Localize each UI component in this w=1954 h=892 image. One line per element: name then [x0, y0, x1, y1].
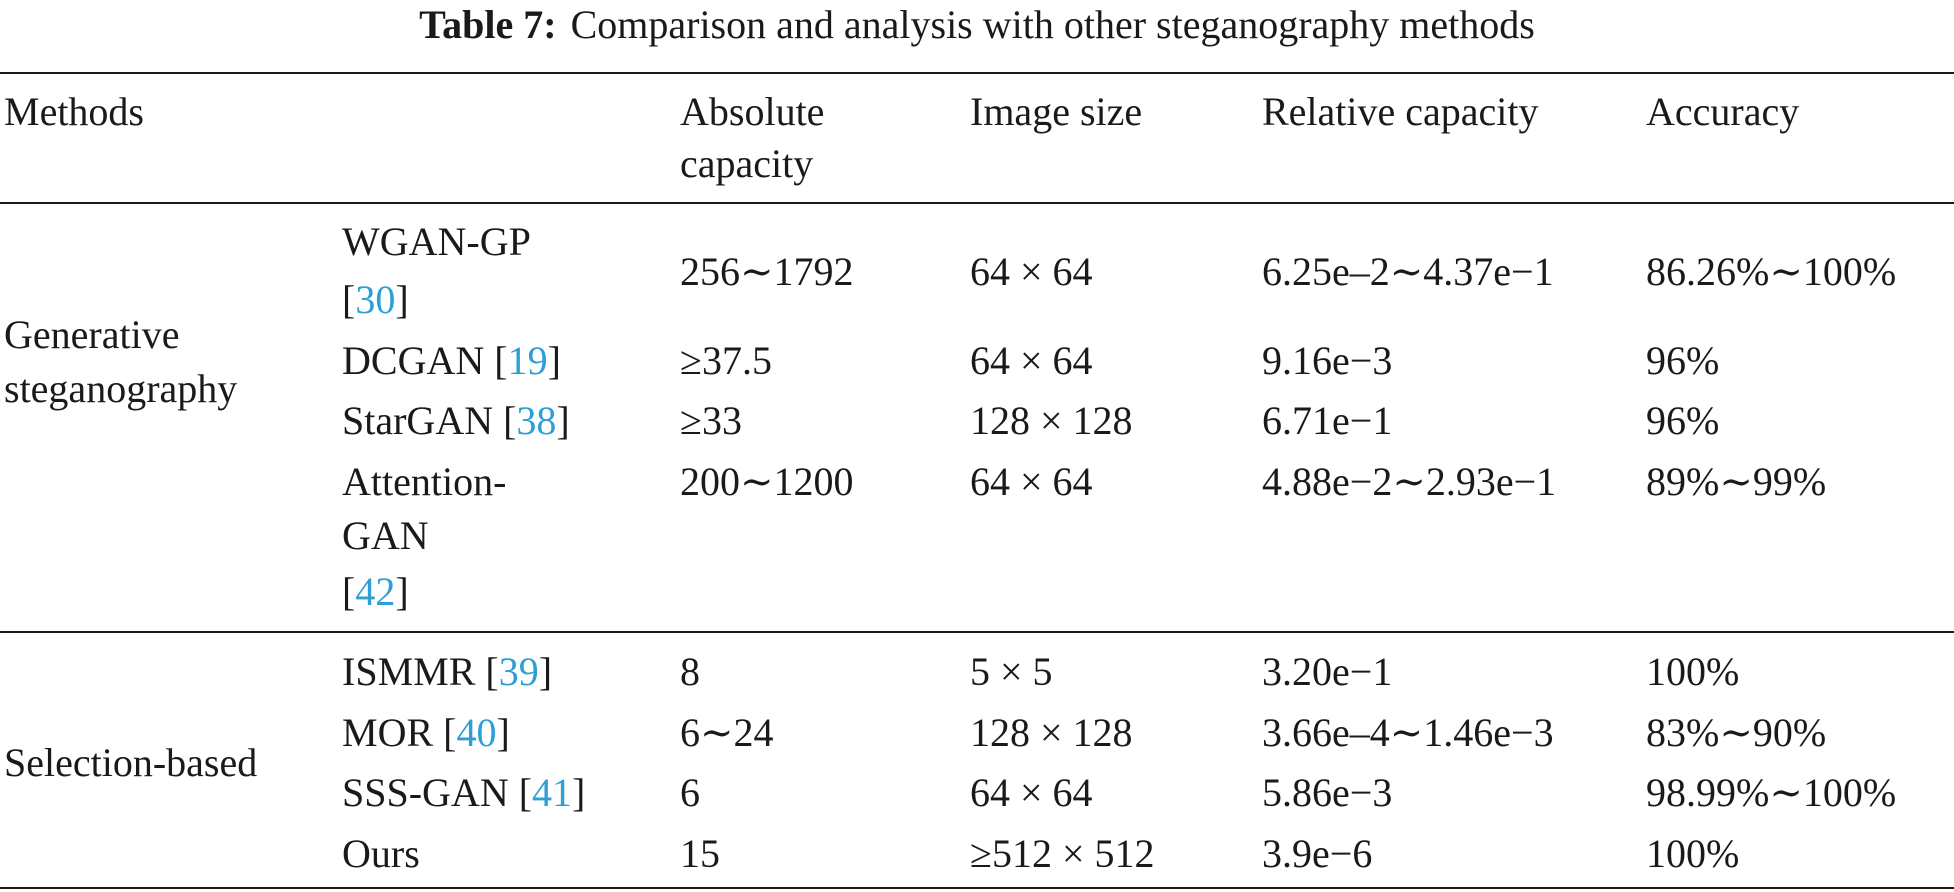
relative-capacity-cell: 4.88e−2∼2.93e−1	[1262, 459, 1557, 504]
relative-capacity-cell: 3.20e−1	[1262, 649, 1393, 694]
image-size-cell: 128 × 128	[970, 398, 1133, 443]
method-cell: StarGAN [38]	[342, 398, 570, 443]
citation-link[interactable]: 41	[532, 770, 573, 815]
citation-link[interactable]: 42	[355, 569, 396, 614]
method-citation: [30]	[342, 277, 409, 322]
method-cell-line2: GAN	[342, 513, 429, 558]
method-cell: DCGAN [19]	[342, 338, 561, 383]
method-cell: ISMMR [39]	[342, 649, 553, 694]
top-rule	[0, 72, 1954, 74]
citation-link[interactable]: 19	[507, 338, 548, 383]
accuracy-cell: 98.99%∼100%	[1646, 770, 1897, 815]
relative-capacity-cell: 3.9e−6	[1262, 831, 1373, 876]
image-size-cell: 64 × 64	[970, 459, 1093, 504]
method-citation: [42]	[342, 569, 409, 614]
absolute-capacity-cell: 6∼24	[680, 710, 774, 755]
accuracy-cell: 100%	[1646, 649, 1740, 694]
image-size-cell: 64 × 64	[970, 249, 1093, 294]
method-cell: Ours	[342, 831, 420, 876]
method-cell: WGAN-GP	[342, 219, 531, 264]
header-rule	[0, 202, 1954, 204]
image-size-cell: 64 × 64	[970, 338, 1093, 383]
group-label-generative-line1: Generative	[4, 312, 180, 357]
citation-link[interactable]: 39	[498, 649, 539, 694]
accuracy-cell: 100%	[1646, 831, 1740, 876]
image-size-cell: 128 × 128	[970, 710, 1133, 755]
absolute-capacity-cell: 6	[680, 770, 700, 815]
group-divider-rule	[0, 631, 1954, 633]
method-cell: SSS-GAN [41]	[342, 770, 586, 815]
image-size-cell: 64 × 64	[970, 770, 1093, 815]
absolute-capacity-cell: 8	[680, 649, 700, 694]
relative-capacity-cell: 5.86e−3	[1262, 770, 1393, 815]
accuracy-cell: 83%∼90%	[1646, 710, 1827, 755]
accuracy-cell: 86.26%∼100%	[1646, 249, 1897, 294]
header-relative-capacity: Relative capacity	[1262, 89, 1539, 134]
table-caption: Table 7: Comparison and analysis with oth…	[0, 0, 1954, 58]
relative-capacity-cell: 9.16e−3	[1262, 338, 1393, 383]
absolute-capacity-cell: 200∼1200	[680, 459, 854, 504]
caption-label: Table 7:	[419, 2, 557, 47]
accuracy-cell: 89%∼99%	[1646, 459, 1827, 504]
citation-link[interactable]: 40	[456, 710, 497, 755]
relative-capacity-cell: 6.71e−1	[1262, 398, 1393, 443]
citation-link[interactable]: 38	[516, 398, 557, 443]
image-size-cell: ≥512 × 512	[970, 831, 1155, 876]
header-absolute-capacity-line2: capacity	[680, 141, 814, 186]
relative-capacity-cell: 6.25e–2∼4.37e−1	[1262, 249, 1554, 294]
absolute-capacity-cell: ≥33	[680, 398, 742, 443]
absolute-capacity-cell: 256∼1792	[680, 249, 854, 294]
bottom-rule	[0, 887, 1954, 889]
header-absolute-capacity-line1: Absolute	[680, 89, 825, 134]
accuracy-cell: 96%	[1646, 338, 1720, 383]
header-image-size: Image size	[970, 89, 1143, 134]
relative-capacity-cell: 3.66e–4∼1.46e−3	[1262, 710, 1554, 755]
group-label-selection: Selection-based	[4, 740, 258, 785]
group-label-generative-line2: steganography	[4, 366, 238, 411]
caption-text: Comparison and analysis with other stega…	[570, 2, 1535, 47]
header-methods: Methods	[4, 89, 144, 134]
header-accuracy: Accuracy	[1646, 89, 1800, 134]
citation-link[interactable]: 30	[355, 277, 396, 322]
image-size-cell: 5 × 5	[970, 649, 1053, 694]
method-cell: MOR [40]	[342, 710, 510, 755]
absolute-capacity-cell: ≥37.5	[680, 338, 772, 383]
accuracy-cell: 96%	[1646, 398, 1720, 443]
method-cell-line1: Attention-	[342, 459, 507, 504]
absolute-capacity-cell: 15	[680, 831, 720, 876]
